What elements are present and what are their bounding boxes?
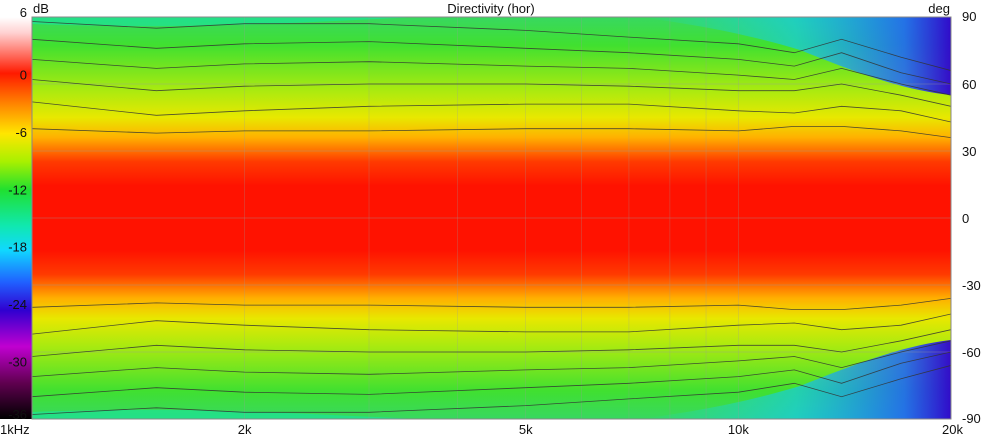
colorbar-tick-label: 6 <box>20 5 27 20</box>
contour-line-minus_6-bottom <box>32 313 951 335</box>
contour-line-minus_15-top <box>32 38 951 85</box>
colorbar-tick-label: -12 <box>8 182 27 197</box>
chart-title: Directivity (hor) <box>447 1 534 16</box>
colorbar-tick-label: -36 <box>8 407 27 422</box>
contour-lines <box>32 21 951 415</box>
colorbar-tick-label: -18 <box>8 240 27 255</box>
lf-cool-region-bottom <box>32 409 420 419</box>
contour-line-minus_18-top <box>32 21 951 71</box>
frequency-tick-label: 5k <box>519 422 533 436</box>
contour-line-minus_15-bottom <box>32 351 951 398</box>
colorbar-tick-label: -24 <box>8 297 27 312</box>
degree-tick-label: 60 <box>962 77 976 92</box>
degree-tick-label: 30 <box>962 144 976 159</box>
contour-line-minus_18-bottom <box>32 365 951 415</box>
contour-line-minus_12-top <box>32 59 951 96</box>
lf-cool-region-top <box>32 17 420 27</box>
frequency-tick-label: 2k <box>238 422 252 436</box>
x-axis-labels: 1kHz 2k 5k 10k 20k <box>0 422 963 436</box>
contour-line-minus_9-top <box>32 79 951 107</box>
degree-tick-label: -60 <box>962 345 981 360</box>
degree-tick-label: 0 <box>962 211 969 226</box>
plot-border <box>31 16 952 420</box>
frequency-tick-label: 20k <box>942 422 963 436</box>
gridlines <box>32 17 951 419</box>
contour-line-minus_12-bottom <box>32 340 951 377</box>
degree-tick-label: -30 <box>962 278 981 293</box>
contour-line-minus_9-bottom <box>32 329 951 357</box>
frequency-tick-label: 1kHz <box>0 422 30 436</box>
frequency-tick-label: 10k <box>728 422 749 436</box>
contour-line-minus_3-top <box>32 126 951 138</box>
colorbar-tick-label: -6 <box>15 125 27 140</box>
colorbar-labels: 6 0 -6 -12 -18 -24 -30 -36 <box>8 5 27 422</box>
right-unit-label: deg <box>928 1 950 16</box>
hf-cool-region-top <box>640 17 951 95</box>
hf-cool-region-bottom <box>640 340 951 419</box>
degree-tick-label: 90 <box>962 9 976 24</box>
heatmap-plot-area <box>32 17 951 419</box>
right-axis-labels: 90 60 30 0 -30 -60 -90 <box>962 9 981 426</box>
left-unit-label: dB <box>33 1 49 16</box>
colorbar-tick-label: 0 <box>20 67 27 82</box>
contour-line-minus_6-top <box>32 101 951 123</box>
contour-line-minus_3-bottom <box>32 298 951 310</box>
degree-tick-label: -90 <box>962 411 981 426</box>
colorbar <box>0 17 32 419</box>
colorbar-tick-label: -30 <box>8 355 27 370</box>
